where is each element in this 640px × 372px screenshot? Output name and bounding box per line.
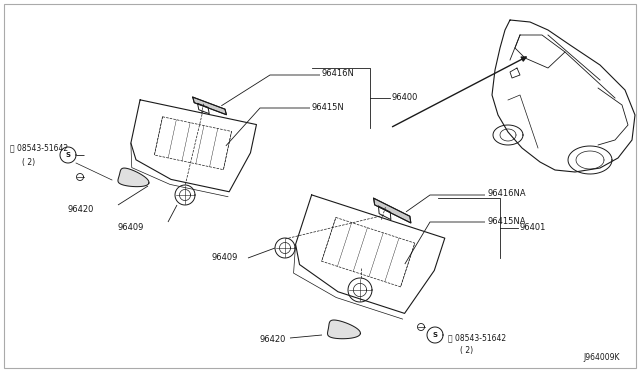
Text: 96409: 96409 <box>212 253 238 263</box>
Text: 96416NA: 96416NA <box>487 189 525 199</box>
Text: 96400: 96400 <box>392 93 419 103</box>
Text: Ⓢ 08543-51642: Ⓢ 08543-51642 <box>10 144 68 153</box>
Polygon shape <box>118 168 149 187</box>
Text: ( 2): ( 2) <box>460 346 473 355</box>
Text: 96416N: 96416N <box>322 70 355 78</box>
Polygon shape <box>374 198 411 223</box>
Text: ( 2): ( 2) <box>22 157 35 167</box>
Text: S: S <box>433 332 438 338</box>
Text: 96415NA: 96415NA <box>487 217 525 225</box>
Polygon shape <box>328 320 360 339</box>
Text: 96409: 96409 <box>118 222 145 231</box>
Text: 96420: 96420 <box>260 336 286 344</box>
Text: Ⓢ 08543-51642: Ⓢ 08543-51642 <box>448 334 506 343</box>
Text: S: S <box>65 152 70 158</box>
Text: 96401: 96401 <box>520 224 547 232</box>
Text: J964009K: J964009K <box>584 353 620 362</box>
Polygon shape <box>193 97 227 115</box>
Text: 96415N: 96415N <box>312 103 345 112</box>
Text: 96420: 96420 <box>68 205 94 215</box>
